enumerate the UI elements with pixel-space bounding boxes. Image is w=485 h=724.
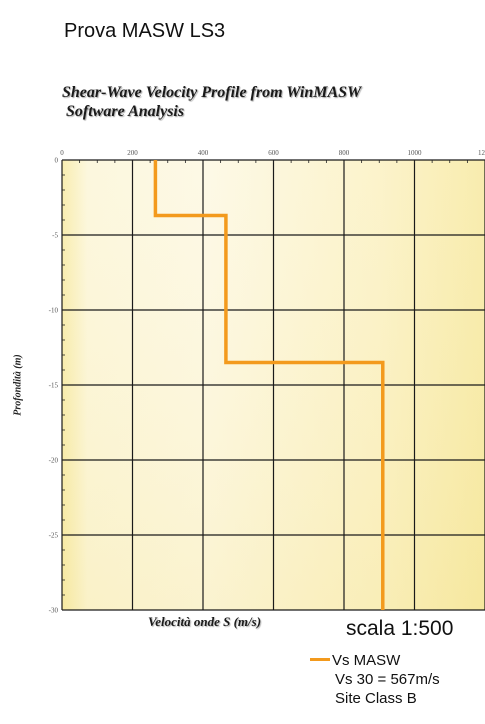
legend: Vs MASW Vs 30 = 567m/s Site Class B	[310, 651, 440, 708]
y-axis-label: Profondità (m)	[12, 354, 24, 416]
x-tick-label-800: 800	[339, 149, 350, 157]
y-tick-label-5: -25	[49, 532, 59, 540]
x-tick-label-0: 0	[60, 149, 64, 157]
legend-entry-label: Vs MASW	[332, 652, 401, 669]
y-tick-label-3: -15	[49, 382, 59, 390]
tick-labels: 0 200 400 600 800 1000 1200 0 -5 -10 -15 -20 -25 -30	[49, 149, 485, 615]
chart-title: Shear-Wave Velocity Profile from WinMASW…	[62, 83, 482, 121]
series-layer	[153, 159, 385, 611]
x-tick-label-1200: 1200	[478, 149, 485, 157]
legend-note-vs30: Vs 30 = 567m/s	[335, 671, 440, 688]
y-tick-label-6: -30	[49, 607, 59, 615]
x-axis-label: Velocità onde S (m/s)	[148, 614, 262, 629]
x-tick-label-200: 200	[127, 149, 138, 157]
tick-marks	[61, 159, 485, 611]
y-tick-label-2: -10	[49, 307, 59, 315]
series-line-vs-masw	[153, 160, 385, 610]
y-tick-label-1: -5	[52, 232, 58, 240]
x-tick-label-1000: 1000	[408, 149, 423, 157]
page-title: Prova MASW LS3	[64, 20, 226, 42]
chart-title-line2: Software Analysis	[66, 103, 185, 120]
chart-title-line1: Shear-Wave Velocity Profile from WinMASW	[62, 84, 362, 101]
y-tick-label-4: -20	[49, 457, 59, 465]
legend-line-swatch	[310, 657, 330, 661]
x-tick-label-400: 400	[198, 149, 209, 157]
y-tick-label-0: 0	[55, 157, 59, 165]
legend-entry-vs-masw: Vs MASW	[310, 651, 440, 670]
scale-label: scala 1:500	[346, 617, 454, 640]
x-tick-label-600: 600	[268, 149, 279, 157]
legend-note-site-class: Site Class B	[335, 690, 417, 707]
